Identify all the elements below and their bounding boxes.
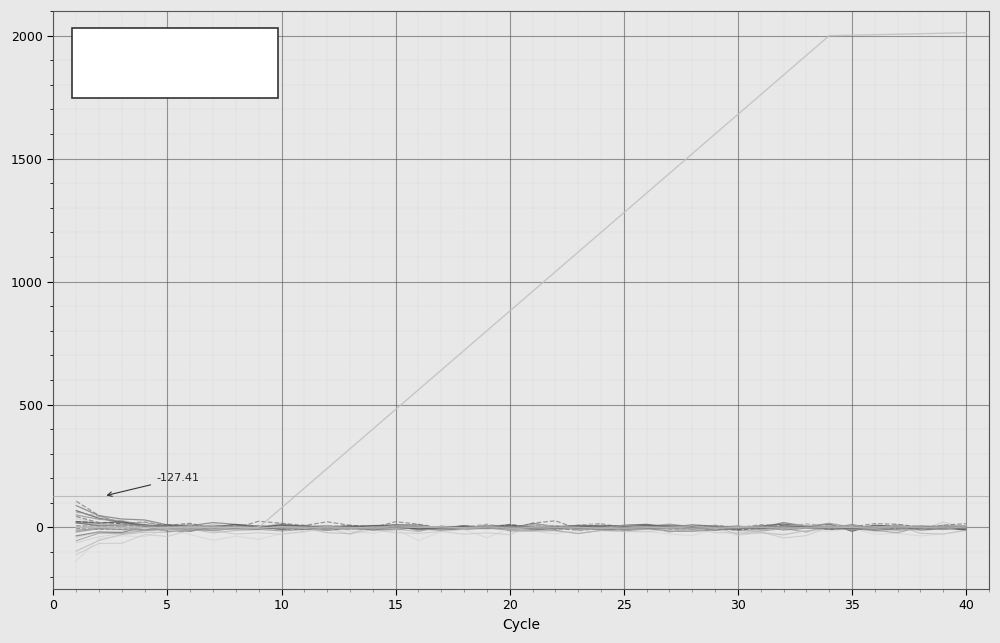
Text: -127.41: -127.41	[108, 473, 199, 496]
FancyBboxPatch shape	[72, 28, 278, 98]
X-axis label: Cycle: Cycle	[502, 618, 540, 632]
